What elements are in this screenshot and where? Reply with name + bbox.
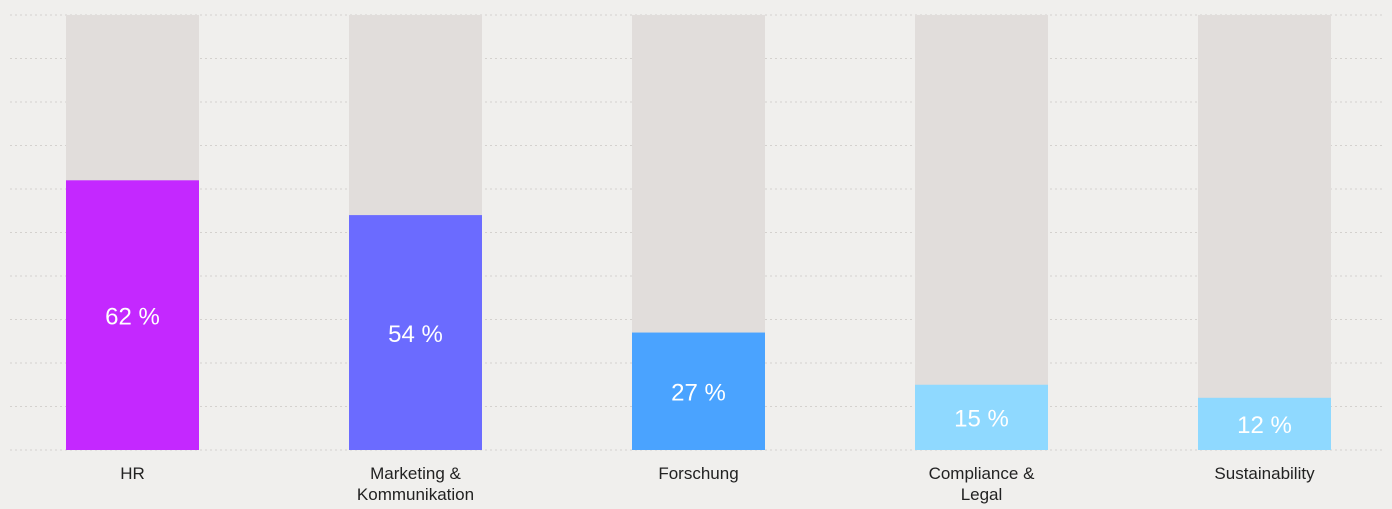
bar (66, 180, 199, 451)
value-label: 54 % (388, 321, 443, 348)
x-tick-label: Marketing & Kommunikation (356, 464, 475, 504)
bar (1198, 397, 1331, 450)
value-label: 27 % (671, 380, 726, 407)
bar (915, 384, 1048, 450)
value-label: 12 % (1237, 412, 1292, 439)
bar-track (1198, 15, 1331, 450)
bar (632, 332, 765, 450)
x-tick-label: Forschung (658, 464, 739, 483)
value-label: 15 % (954, 406, 1009, 433)
bar (349, 215, 482, 450)
x-tick-label: Sustainability (1214, 464, 1315, 483)
value-label: 62 % (105, 303, 160, 330)
x-tick-label: Compliance & Legal (928, 464, 1035, 504)
x-tick-label: HR (120, 464, 145, 483)
bar-track (915, 15, 1048, 450)
